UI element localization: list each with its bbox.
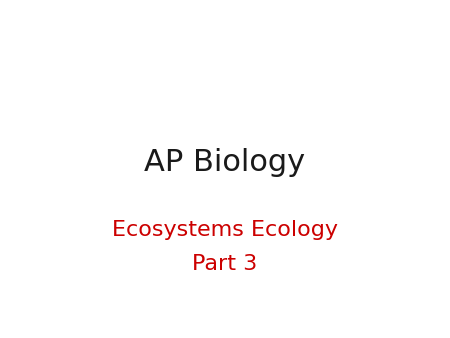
Text: AP Biology: AP Biology xyxy=(144,148,306,177)
Text: Ecosystems Ecology: Ecosystems Ecology xyxy=(112,220,338,240)
Text: Part 3: Part 3 xyxy=(193,254,257,274)
